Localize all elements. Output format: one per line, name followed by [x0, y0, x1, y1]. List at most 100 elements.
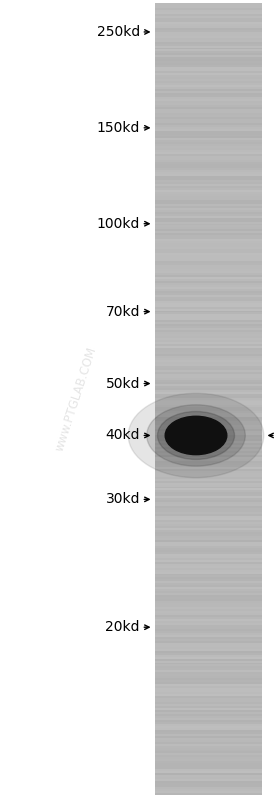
Bar	[155, 654, 262, 657]
Bar	[155, 745, 262, 748]
Bar	[155, 559, 262, 562]
Bar	[155, 31, 262, 34]
Bar	[155, 320, 262, 322]
Bar	[155, 278, 262, 281]
Bar	[155, 466, 262, 469]
Bar	[155, 242, 262, 245]
Bar	[155, 336, 262, 338]
Bar	[155, 503, 262, 507]
Bar	[155, 193, 262, 196]
Bar	[155, 383, 262, 386]
Bar	[155, 636, 262, 638]
Bar	[155, 235, 262, 237]
Bar	[155, 137, 262, 141]
Bar	[155, 321, 262, 324]
Bar	[155, 483, 262, 487]
Bar	[155, 616, 262, 619]
Bar	[155, 82, 262, 85]
Bar	[155, 167, 262, 170]
Bar	[155, 727, 262, 729]
Bar	[155, 770, 262, 773]
Bar	[155, 357, 262, 360]
Bar	[155, 161, 262, 164]
Text: 20kd: 20kd	[106, 620, 140, 634]
Bar	[155, 304, 262, 307]
Bar	[155, 529, 262, 532]
Bar	[155, 233, 262, 236]
Bar	[155, 741, 262, 744]
Bar	[155, 62, 262, 66]
Bar	[155, 57, 262, 59]
Bar	[155, 793, 262, 795]
Bar	[155, 363, 262, 366]
Bar	[155, 620, 262, 623]
Bar	[155, 209, 262, 212]
Bar	[155, 353, 262, 356]
Bar	[155, 747, 262, 749]
Bar	[155, 179, 262, 182]
Bar	[155, 751, 262, 753]
Bar	[155, 118, 262, 121]
Bar	[155, 539, 262, 542]
Bar	[155, 69, 262, 71]
Bar	[155, 574, 262, 578]
Bar	[155, 227, 262, 229]
Bar	[155, 395, 262, 398]
Bar	[155, 110, 262, 113]
Bar	[155, 521, 262, 524]
Bar	[155, 525, 262, 528]
Bar	[155, 423, 262, 425]
Bar	[155, 754, 262, 757]
Bar	[155, 256, 262, 259]
Bar	[155, 81, 262, 83]
Bar	[155, 254, 262, 257]
Bar	[155, 757, 262, 759]
Bar	[155, 333, 262, 336]
Bar	[155, 173, 262, 176]
Bar	[155, 702, 262, 704]
Bar	[155, 715, 262, 718]
Bar	[155, 464, 262, 467]
Bar	[155, 749, 262, 752]
Bar	[155, 197, 262, 200]
Bar	[155, 17, 262, 20]
Bar	[155, 371, 262, 374]
Bar	[155, 638, 262, 641]
Bar	[155, 349, 262, 352]
Bar	[155, 618, 262, 621]
Bar	[155, 666, 262, 669]
Bar	[155, 306, 262, 308]
Bar	[155, 486, 262, 488]
Bar	[155, 369, 262, 372]
Bar	[155, 5, 262, 8]
Bar	[155, 9, 262, 12]
Bar	[155, 393, 262, 396]
Bar	[155, 491, 262, 495]
Bar	[155, 29, 262, 32]
Bar	[155, 582, 262, 586]
Bar	[155, 88, 262, 91]
Bar	[155, 280, 262, 283]
Bar	[155, 298, 262, 300]
Bar	[155, 385, 262, 388]
Bar	[155, 145, 262, 149]
Bar	[155, 487, 262, 491]
Bar	[155, 49, 262, 51]
Bar	[155, 240, 262, 243]
Bar	[155, 676, 262, 678]
Bar	[155, 157, 262, 161]
Bar	[155, 136, 262, 138]
Bar	[155, 785, 262, 787]
Bar	[155, 185, 262, 188]
Bar	[155, 132, 262, 134]
Bar	[155, 407, 262, 409]
Bar	[155, 444, 262, 447]
Bar	[155, 308, 262, 311]
Bar	[155, 213, 262, 216]
Bar	[155, 399, 262, 401]
Bar	[155, 316, 262, 319]
Bar	[155, 381, 262, 384]
Bar	[155, 229, 262, 232]
Bar	[155, 543, 262, 546]
Bar	[155, 169, 262, 172]
